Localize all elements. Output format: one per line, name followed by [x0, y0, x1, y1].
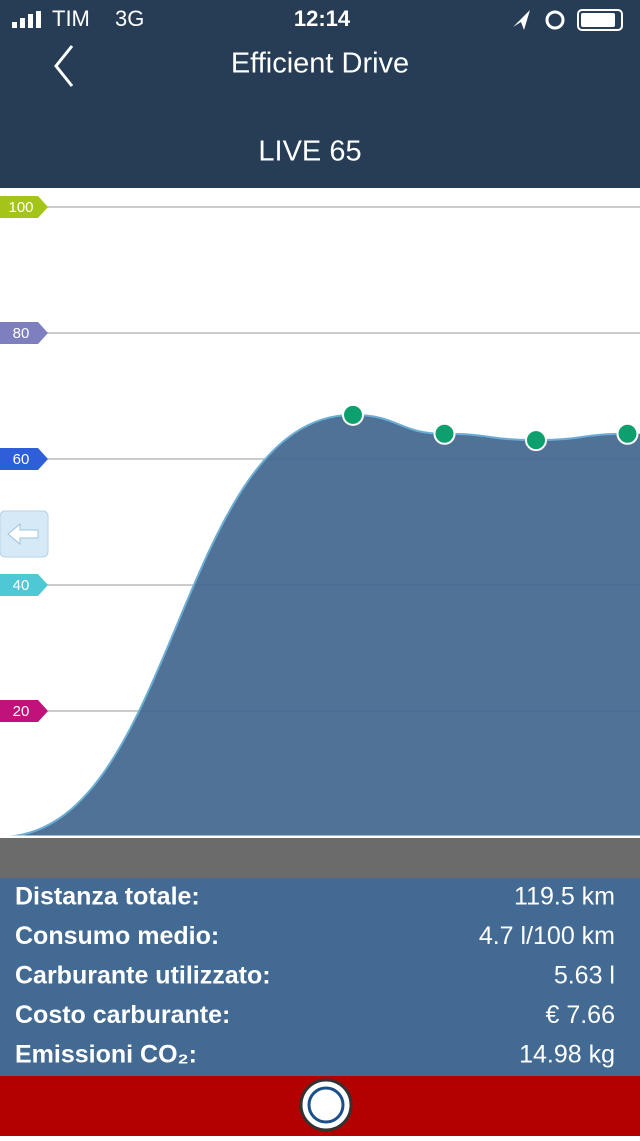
y-tick-tag	[0, 574, 48, 596]
marker	[342, 403, 364, 426]
battery	[577, 9, 623, 31]
x-axis-band	[0, 838, 640, 878]
y-tick-tag	[0, 700, 48, 722]
header-title: Efficient Drive	[231, 48, 409, 80]
y-tick-label: 80	[13, 325, 30, 342]
stat-label: Emissioni CO₂:	[15, 1041, 197, 1069]
arrow-icon	[7, 522, 39, 546]
y-tick-tag	[0, 322, 48, 344]
stat-label: Distanza totale:	[15, 883, 200, 911]
location-icon	[513, 10, 530, 30]
stat-value: 14.98 kg	[519, 1041, 615, 1069]
time: 12:14	[294, 6, 351, 31]
y-tick-tag	[0, 196, 48, 218]
back-button[interactable]	[54, 45, 74, 87]
logo-ring	[307, 1086, 345, 1124]
stat-label: Consumo medio:	[15, 922, 219, 950]
stats-bg	[0, 878, 640, 1076]
stat-value: 4.7 l/100 km	[479, 922, 615, 950]
carrier: TIM	[52, 6, 90, 31]
y-tick-label: 100	[8, 199, 33, 216]
stat-label: Costo carburante:	[15, 1001, 230, 1029]
marker	[525, 429, 547, 452]
header-bg	[0, 0, 640, 188]
y-tick-label: 60	[13, 451, 30, 468]
alarm-icon	[545, 10, 565, 30]
stat-value: 119.5 km	[514, 883, 615, 911]
stat-value: 5.63 l	[554, 962, 615, 990]
marker	[433, 422, 456, 445]
header-subtitle: LIVE 65	[258, 136, 361, 168]
y-tick-label: 40	[13, 577, 30, 594]
y-tick-tag	[0, 448, 48, 470]
network: 3G	[115, 6, 144, 31]
stat-label: Carburante utilizzato:	[15, 962, 271, 990]
y-tick-label: 20	[13, 703, 30, 720]
signal-icon	[12, 11, 41, 28]
area	[0, 414, 640, 837]
battery-level	[581, 13, 615, 27]
marker	[616, 422, 639, 445]
stat-value: € 7.66	[545, 1001, 615, 1029]
stats: Distanza totale: 119.5 km Consumo medio: 4.…	[15, 883, 615, 1069]
